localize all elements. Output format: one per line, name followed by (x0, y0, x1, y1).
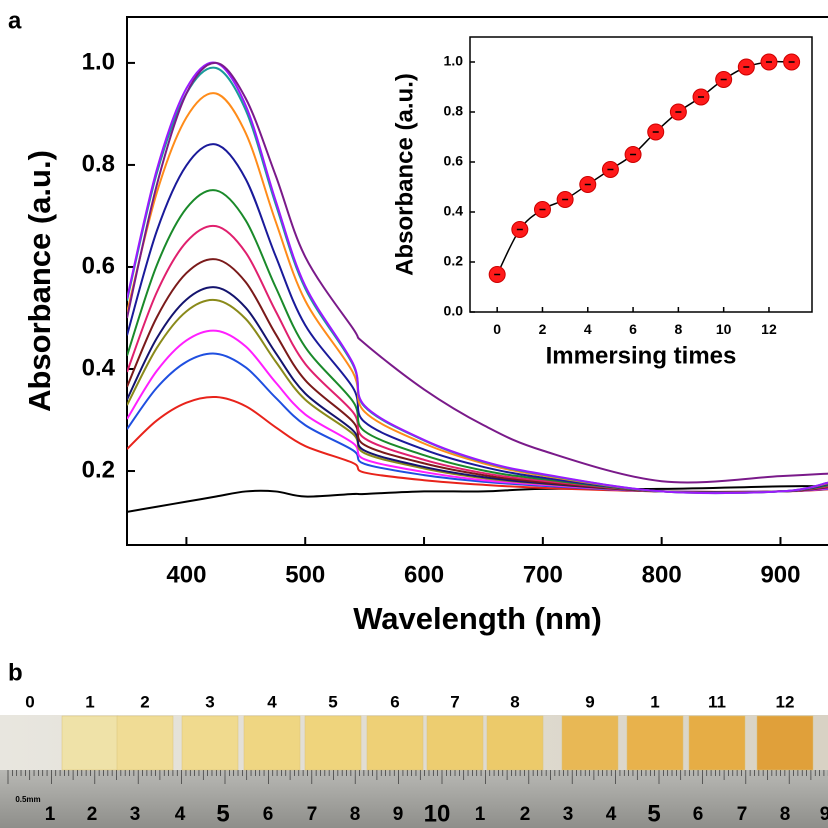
x-tick-label: 2 (539, 321, 547, 337)
ruler-label: 8 (780, 804, 791, 825)
sample-label: 5 (328, 692, 337, 711)
x-tick-label: 12 (761, 321, 777, 337)
y-axis-label: Absorbance (a.u.) (391, 73, 418, 276)
x-tick-label: 6 (629, 321, 637, 337)
y-tick-label: 0.4 (444, 203, 464, 219)
y-tick-label: 0.0 (444, 303, 464, 319)
sample-label: 0 (25, 692, 34, 711)
series-line (127, 61, 828, 495)
sample-label: 12 (776, 692, 795, 711)
ruler-label: 9 (393, 804, 404, 825)
sample-square (61, 715, 119, 771)
ruler-label: 7 (737, 804, 748, 825)
sample-label: 6 (390, 692, 399, 711)
ruler-label: 4 (606, 804, 617, 825)
x-tick-label: 700 (523, 562, 563, 589)
y-tick-label: 0.8 (444, 103, 464, 119)
sample-square (181, 715, 239, 771)
sample-label: 7 (450, 692, 459, 711)
y-tick-label: 0.6 (82, 252, 115, 279)
ruler-label: 0.5mm (15, 795, 40, 804)
ruler-label: 6 (693, 804, 704, 825)
y-tick-label: 0.2 (444, 253, 464, 269)
sample-square (116, 715, 174, 771)
x-tick-label: 8 (674, 321, 682, 337)
sample-square (366, 715, 424, 771)
ruler-label: 3 (130, 804, 141, 825)
series-line (127, 61, 828, 484)
axis-frame (469, 36, 813, 313)
y-tick-label: 0.6 (444, 153, 464, 169)
ruler-label: 5 (216, 800, 229, 827)
x-axis-label: Immersing times (546, 342, 737, 369)
ruler-label: 10 (424, 800, 451, 827)
ruler-label: 6 (263, 804, 274, 825)
y-tick-label: 1.0 (444, 53, 464, 69)
sample-square (688, 715, 746, 771)
ruler-label: 9 (820, 804, 828, 825)
x-tick-label: 900 (760, 562, 800, 589)
y-axis-label: Absorbance (a.u.) (22, 150, 57, 412)
ruler-label: 8 (350, 804, 361, 825)
x-tick-label: 400 (166, 562, 206, 589)
ruler-label: 3 (563, 804, 574, 825)
x-tick-label: 500 (285, 562, 325, 589)
ruler (0, 770, 828, 828)
sample-square (756, 715, 814, 771)
ruler-label: 7 (307, 804, 318, 825)
y-tick-label: 1.0 (82, 48, 115, 75)
sample-label: 1 (85, 692, 94, 711)
y-tick-label: 0.8 (82, 150, 115, 177)
sample-square (304, 715, 362, 771)
x-tick-label: 0 (493, 321, 501, 337)
ruler-label: 5 (647, 800, 660, 827)
x-tick-label: 800 (642, 562, 682, 589)
sample-square (626, 715, 684, 771)
sample-label: 3 (205, 692, 214, 711)
plot-area (488, 53, 801, 283)
sample-label: 2 (140, 692, 149, 711)
y-tick-label: 0.4 (82, 354, 116, 381)
sample-label: 1 (650, 692, 659, 711)
plot-area (127, 61, 828, 513)
sample-square (561, 715, 619, 771)
sample-label: 4 (267, 692, 277, 711)
sample-label: 8 (510, 692, 519, 711)
ruler-label: 2 (520, 804, 531, 825)
axis-frame (126, 16, 828, 546)
x-tick-label: 4 (584, 321, 592, 337)
sample-label: 9 (585, 692, 594, 711)
ruler-label: 1 (45, 804, 56, 825)
ruler-label: 2 (87, 804, 98, 825)
sample-label: 11 (708, 692, 726, 711)
sample-square (486, 715, 544, 771)
ruler-label: 1 (475, 804, 486, 825)
x-axis-label: Wavelength (nm) (353, 601, 602, 636)
x-tick-label: 10 (716, 321, 732, 337)
sample-square (243, 715, 301, 771)
panel-label: b (8, 659, 23, 686)
inset-background (470, 37, 812, 312)
x-tick-label: 600 (404, 562, 444, 589)
panel-label: a (8, 7, 22, 34)
y-tick-label: 0.2 (82, 456, 115, 483)
series-line (127, 485, 828, 513)
ruler-label: 4 (175, 804, 186, 825)
sample-square (426, 715, 484, 771)
